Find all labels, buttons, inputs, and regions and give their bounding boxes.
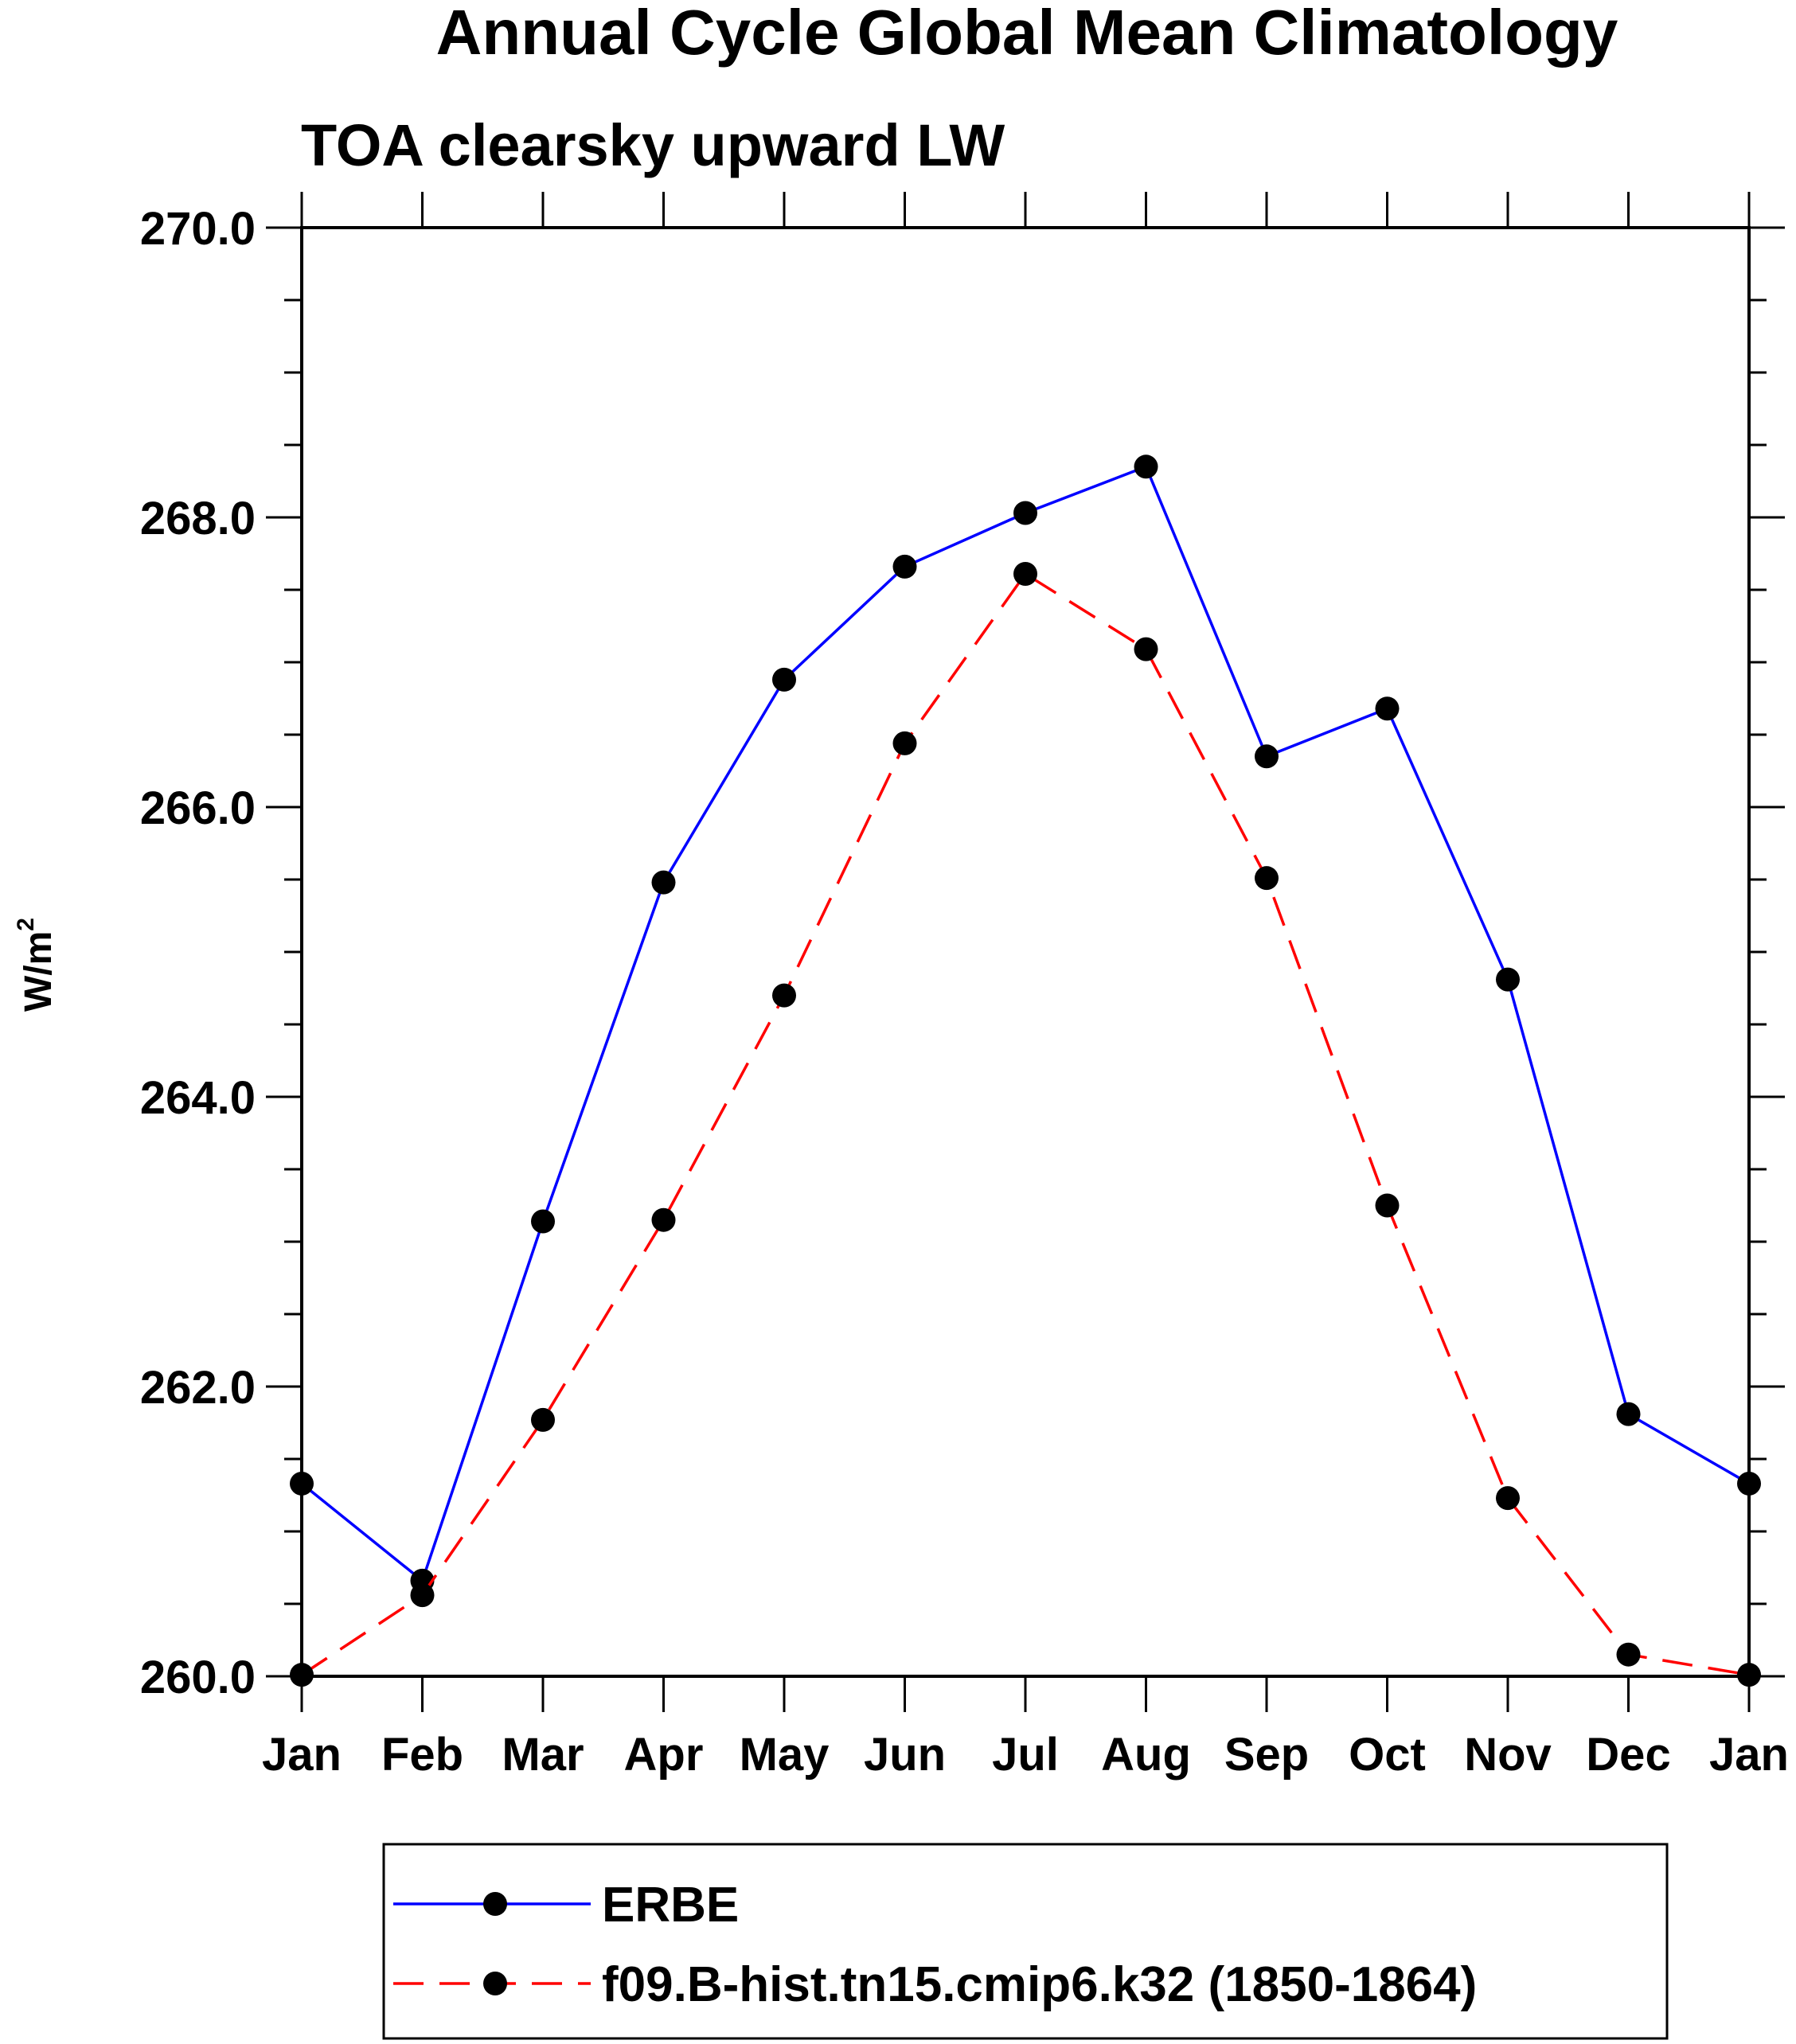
data-point bbox=[290, 1471, 314, 1496]
data-point bbox=[1255, 744, 1279, 769]
x-tick-label: Mar bbox=[502, 1729, 584, 1781]
data-point bbox=[772, 983, 796, 1008]
series-line bbox=[300, 465, 1750, 1583]
series-1 bbox=[290, 454, 1761, 1593]
x-tick-label: Jan bbox=[262, 1729, 342, 1781]
series-layer bbox=[290, 454, 1761, 1687]
plot-frame bbox=[300, 226, 1751, 1678]
x-tick-label: Jun bbox=[864, 1729, 946, 1781]
data-point bbox=[892, 731, 917, 755]
x-axis-ticks: Jan Feb Mar Apr May Jun Jul Aug Sep Oct Nov Dec Jan bbox=[262, 192, 1789, 1781]
x-tick-label: Apr bbox=[624, 1729, 704, 1781]
svg-text:W/m2: W/m2 bbox=[13, 918, 60, 1012]
y-axis-label-base: W/m bbox=[18, 931, 60, 1012]
legend-entry-2: f09.B-hist.tn15.cmip6.k32 (1850-1864) bbox=[393, 1957, 1477, 2012]
legend-swatch-marker bbox=[483, 1892, 507, 1916]
axes bbox=[300, 226, 1751, 1678]
series-2 bbox=[290, 561, 1761, 1687]
x-tick-label: Oct bbox=[1349, 1729, 1426, 1781]
data-point bbox=[651, 1207, 676, 1232]
x-tick-label: Sep bbox=[1224, 1729, 1309, 1781]
y-tick-label: 268.0 bbox=[140, 493, 256, 544]
data-point bbox=[1496, 1486, 1520, 1511]
data-point bbox=[1134, 637, 1158, 661]
y-tick-label: 264.0 bbox=[140, 1072, 256, 1124]
x-tick-label: Jan bbox=[1709, 1729, 1789, 1781]
data-point bbox=[651, 870, 676, 895]
data-point bbox=[1375, 696, 1400, 721]
data-point bbox=[531, 1407, 555, 1432]
data-point bbox=[290, 1663, 314, 1687]
y-axis-label-superscript: 2 bbox=[13, 918, 39, 931]
data-point bbox=[1496, 967, 1520, 992]
y-tick-label: 266.0 bbox=[140, 782, 256, 834]
chart-subtitle: TOA clearsky upward LW bbox=[301, 112, 1005, 178]
x-tick-label: May bbox=[740, 1729, 830, 1781]
data-point bbox=[1013, 501, 1037, 525]
legend: ERBE f09.B-hist.tn15.cmip6.k32 (1850-1864… bbox=[382, 1843, 1669, 2040]
legend-entries: ERBE f09.B-hist.tn15.cmip6.k32 (1850-1864… bbox=[393, 1878, 1477, 2012]
data-point bbox=[1255, 866, 1279, 891]
data-point bbox=[1737, 1471, 1761, 1496]
data-point bbox=[1134, 454, 1158, 479]
y-axis-label: W/m2 bbox=[13, 918, 60, 1012]
chart-title: Annual Cycle Global Mean Climatology bbox=[436, 0, 1618, 68]
legend-box bbox=[382, 1843, 1669, 2040]
data-point bbox=[531, 1209, 555, 1234]
legend-entry-1: ERBE bbox=[393, 1878, 739, 1933]
data-point bbox=[892, 554, 917, 579]
x-tick-label: Feb bbox=[381, 1729, 463, 1781]
data-point bbox=[772, 667, 796, 692]
data-point bbox=[1616, 1642, 1641, 1667]
x-tick-label: Dec bbox=[1586, 1729, 1670, 1781]
y-tick-label: 270.0 bbox=[140, 203, 256, 255]
x-tick-label: Jul bbox=[992, 1729, 1059, 1781]
y-axis-ticks: 260.0 262.0 264.0 266.0 268.0 270.0 bbox=[140, 203, 1785, 1703]
y-tick-label: 262.0 bbox=[140, 1362, 256, 1414]
data-point bbox=[1375, 1193, 1400, 1218]
data-point bbox=[1737, 1663, 1761, 1687]
y-tick-label: 260.0 bbox=[140, 1652, 256, 1703]
data-point bbox=[410, 1583, 435, 1608]
x-tick-label: Nov bbox=[1464, 1729, 1552, 1781]
legend-label: ERBE bbox=[602, 1878, 739, 1933]
legend-swatch-marker bbox=[483, 1972, 507, 1995]
data-point bbox=[1616, 1402, 1641, 1426]
data-point bbox=[1013, 561, 1037, 586]
legend-label: f09.B-hist.tn15.cmip6.k32 (1850-1864) bbox=[602, 1957, 1477, 2012]
series-line bbox=[301, 571, 1750, 1676]
x-tick-label: Aug bbox=[1101, 1729, 1191, 1781]
